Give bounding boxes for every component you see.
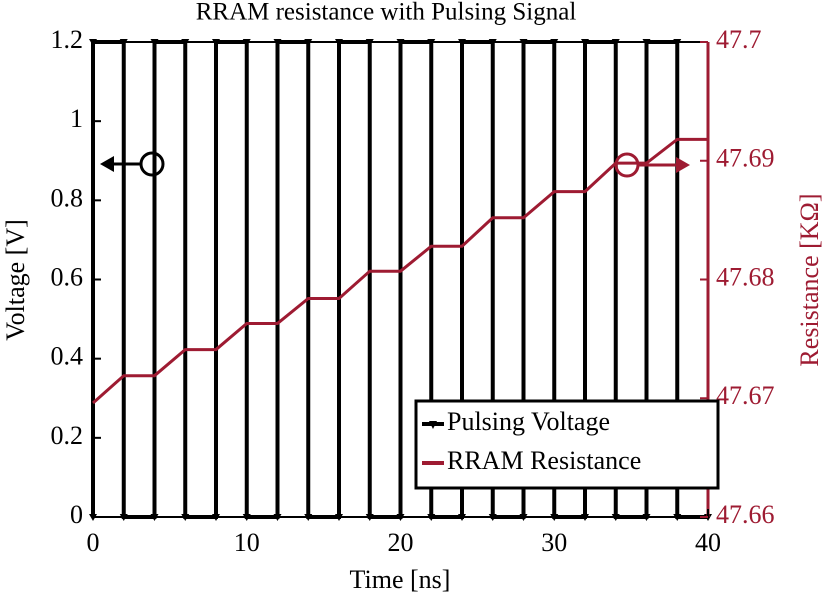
y2-tick-label: 47.66 — [716, 500, 775, 529]
marker — [150, 39, 159, 46]
plot-area: 0 10 20 30 40 0 0.2 0.4 0.6 0.8 1 1.2 47.66 47.67 47.6… — [51, 25, 775, 557]
marker — [273, 514, 282, 521]
marker — [242, 514, 251, 521]
y-tick-label: 1.2 — [51, 25, 84, 54]
marker — [242, 39, 251, 46]
marker — [581, 39, 589, 46]
marker — [642, 39, 651, 46]
marker — [458, 514, 466, 521]
marker — [427, 514, 436, 521]
legend-label: Pulsing Voltage — [447, 407, 610, 436]
marker — [365, 514, 374, 521]
marker — [611, 39, 620, 46]
marker — [396, 514, 405, 521]
y-tick-label: 1 — [70, 104, 83, 133]
marker — [458, 39, 466, 46]
marker — [427, 39, 436, 46]
legend: Pulsing Voltage RRAM Resistance — [414, 399, 720, 490]
chart-title: RRAM resistance with Pulsing Signal — [196, 0, 577, 26]
marker — [181, 514, 190, 521]
marker — [119, 514, 128, 521]
x-tick-label: 10 — [234, 528, 260, 557]
marker — [581, 514, 589, 521]
y-tick-label: 0.8 — [51, 183, 84, 212]
marker — [488, 39, 497, 46]
y-tick-label: 0.6 — [51, 262, 84, 291]
right-arrow-annotation — [614, 152, 690, 178]
marker — [335, 514, 343, 521]
marker — [181, 39, 190, 46]
series-line — [92, 137, 708, 405]
marker — [519, 39, 528, 46]
marker — [335, 39, 343, 46]
legend-marker — [429, 421, 437, 429]
y2-axis-label: Resistance [KΩ] — [795, 193, 824, 366]
legend-label: RRAM Resistance — [447, 446, 641, 475]
marker — [642, 514, 651, 521]
left-arrow-annotation — [100, 151, 165, 177]
marker — [550, 514, 559, 521]
marker — [150, 514, 159, 521]
marker — [396, 39, 405, 46]
x-tick-label: 20 — [388, 528, 414, 557]
y2-tick-label: 47.67 — [716, 381, 775, 410]
y-tick-label: 0.4 — [51, 342, 84, 371]
y-axis-label: Voltage [V] — [1, 219, 30, 341]
marker — [212, 514, 220, 521]
y2-tick-label: 47.7 — [716, 25, 762, 54]
x-tick-label: 40 — [695, 528, 721, 557]
marker — [519, 514, 528, 521]
marker — [673, 514, 682, 521]
y-tick-label: 0.2 — [51, 421, 84, 450]
y2-tick-label: 47.69 — [716, 144, 775, 173]
marker — [365, 39, 374, 46]
marker — [212, 39, 220, 46]
marker — [119, 39, 128, 46]
marker — [550, 39, 559, 46]
y2-tick-label: 47.68 — [716, 262, 775, 291]
marker — [273, 39, 282, 46]
marker — [304, 514, 313, 521]
marker — [611, 514, 620, 521]
legend-box — [414, 399, 720, 490]
marker — [488, 514, 497, 521]
x-axis-label: Time [ns] — [350, 565, 451, 594]
y-tick-label: 0 — [70, 500, 83, 529]
marker — [673, 39, 682, 46]
marker — [304, 39, 313, 46]
x-tick-label: 30 — [541, 528, 567, 557]
x-tick-label: 0 — [87, 528, 100, 557]
